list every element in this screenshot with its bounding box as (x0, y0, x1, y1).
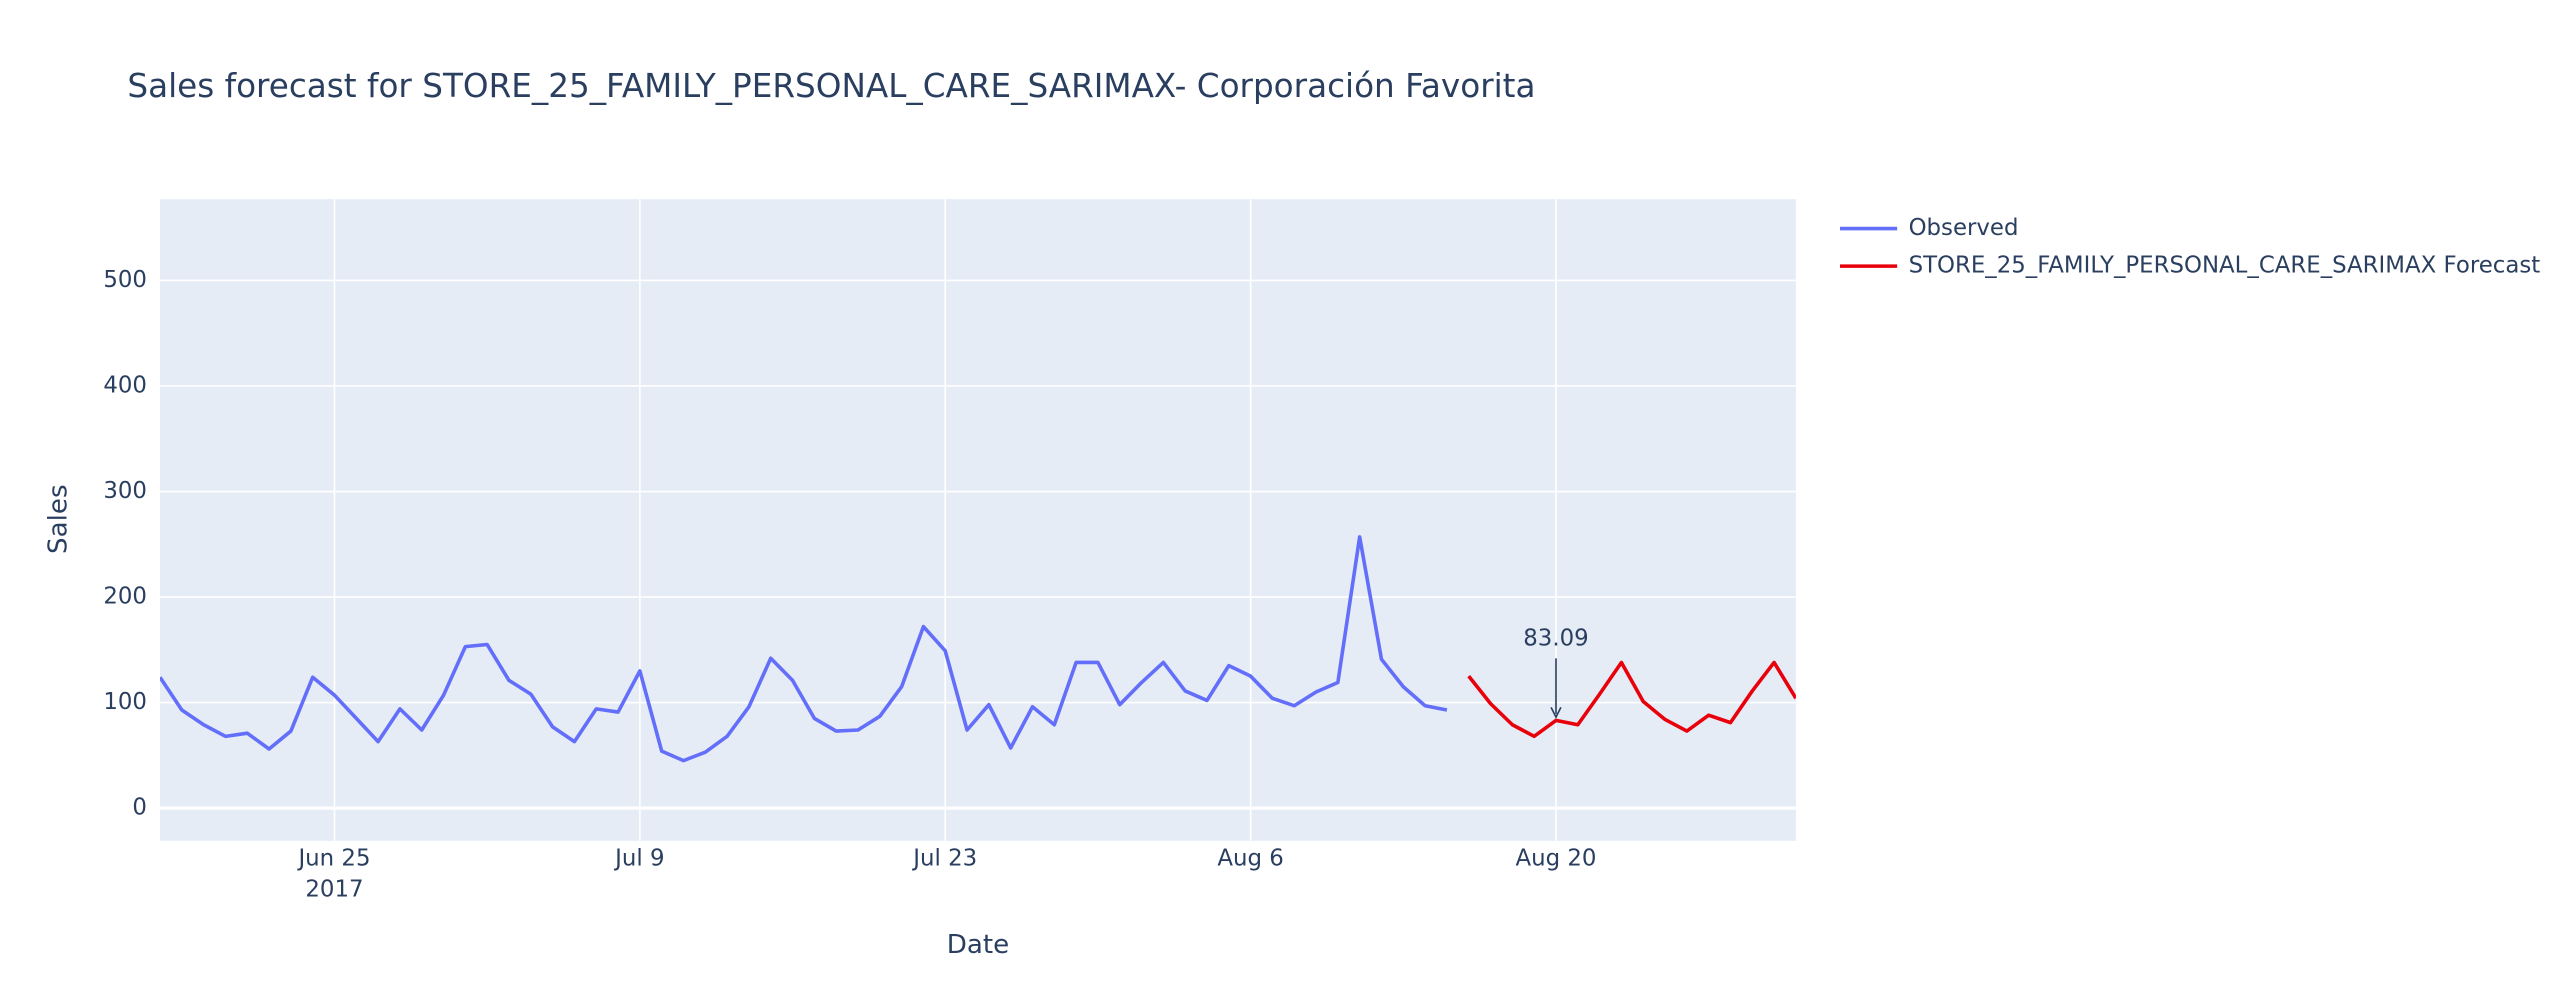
annotation-label: 83.09 (1523, 625, 1588, 651)
series-line (159, 535, 1448, 763)
x-tick-label: Aug 20 (1515, 845, 1597, 872)
plot-background (159, 199, 1796, 841)
x-tick-label: Aug 6 (1217, 845, 1284, 872)
chart-title: Sales forecast for STORE_25_FAMILY_PERSO… (127, 67, 1535, 105)
series-line (1467, 660, 1796, 739)
y-tick-label: 0 (132, 795, 147, 821)
y-tick-label: 200 (103, 584, 147, 610)
y-tick-label: 100 (103, 689, 147, 715)
y-axis-title: Sales (43, 484, 73, 554)
y-tick-label: 400 (103, 372, 147, 398)
legend-label: Observed (1909, 215, 2019, 241)
x-tick-label: Jul 9 (615, 845, 665, 872)
x-tick-label: Jul 23 (913, 845, 978, 872)
x-axis-title: Date (947, 930, 1009, 960)
annotation-arrowhead (1550, 706, 1562, 719)
legend-label: STORE_25_FAMILY_PERSONAL_CARE_SARIMAX Fo… (1909, 253, 2541, 279)
y-tick-label: 300 (103, 478, 147, 504)
x-tick-label: Jun 25 2017 (298, 845, 371, 903)
y-tick-label: 500 (103, 267, 147, 293)
